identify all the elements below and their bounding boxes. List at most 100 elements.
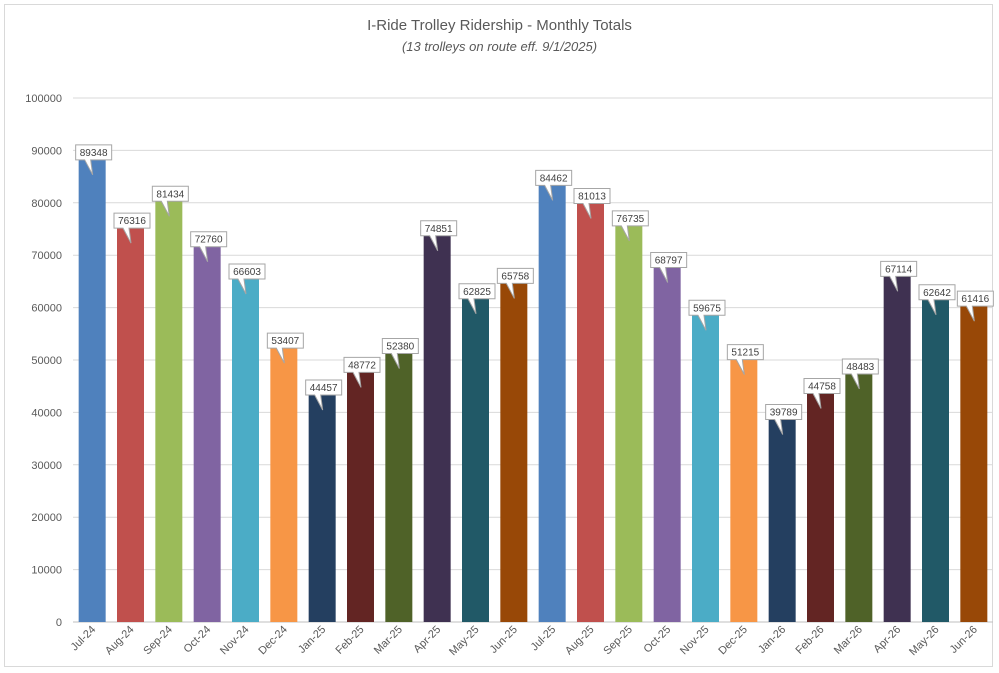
y-tick-label: 40000: [31, 407, 62, 419]
x-tick-label: Nov-24: [218, 624, 252, 658]
data-label-callout: [726, 344, 764, 375]
bar: [385, 347, 413, 622]
data-label: 84462: [540, 173, 568, 184]
y-tick-label: 30000: [31, 460, 62, 472]
bar: [577, 197, 604, 622]
data-label: 61416: [961, 294, 989, 305]
data-label-callout: [381, 338, 419, 369]
x-tick-label: May-25: [447, 624, 481, 658]
y-axis: 0 10000 20000 30000 40000 50000 60000 70000 8000…: [25, 93, 62, 629]
data-label: 52380: [386, 342, 414, 353]
data-label: 48772: [348, 360, 376, 371]
x-tick-label: Aug-25: [563, 624, 597, 658]
x-tick-label: Jul-25: [529, 624, 559, 654]
data-label: 65758: [501, 271, 529, 282]
data-label: 76735: [616, 214, 644, 225]
bar: [347, 366, 374, 622]
data-label-callout: [956, 290, 994, 322]
x-tick-label: Feb-25: [333, 624, 366, 657]
x-tick-label: Jun-26: [948, 624, 980, 656]
bar: [232, 273, 259, 622]
y-tick-label: 100000: [25, 93, 62, 105]
y-tick-label: 50000: [31, 355, 62, 367]
x-tick-label: Jan-26: [756, 624, 788, 656]
bar: [423, 229, 451, 622]
bar: [883, 270, 911, 622]
data-label-callout: [228, 263, 266, 295]
data-label-callout: [841, 358, 879, 390]
bar: [960, 300, 988, 622]
data-label: 44758: [808, 381, 836, 392]
x-tick-label: Apr-26: [871, 624, 903, 656]
data-label-callout: [573, 187, 611, 219]
data-label-callout: [113, 212, 151, 244]
bar: [500, 277, 528, 622]
bar: [768, 413, 796, 622]
data-label-callout: [880, 260, 918, 292]
data-label-callout: [688, 299, 726, 331]
bar: [807, 387, 834, 622]
data-label-callout: [535, 169, 573, 201]
data-label: 62642: [923, 288, 951, 299]
data-label: 81013: [578, 191, 606, 202]
bar: [193, 240, 221, 622]
x-tick-label: Jul-24: [69, 624, 99, 654]
data-label: 62825: [463, 287, 491, 298]
x-tick-label: Dec-24: [256, 624, 290, 658]
bar: [538, 179, 566, 622]
x-tick-label: Jan-25: [296, 624, 328, 656]
data-label: 68797: [655, 256, 683, 267]
bar: [615, 219, 643, 622]
data-label-callout: [765, 404, 803, 435]
x-tick-label: Sep-24: [141, 624, 175, 658]
x-tick-label: Feb-26: [793, 624, 826, 657]
data-label: 59675: [693, 303, 721, 314]
bar: [845, 367, 873, 622]
y-tick-label: 90000: [31, 145, 62, 157]
x-tick-label: Dec-25: [716, 624, 750, 658]
data-label: 66603: [233, 267, 261, 278]
data-labels: 89348 76316 81434 72760 66603 53407 44457 48772…: [75, 144, 994, 435]
y-tick-label: 10000: [31, 565, 62, 577]
bar: [308, 389, 336, 622]
data-label-callout: [75, 144, 113, 176]
x-tick-label: Oct-24: [181, 624, 213, 656]
x-tick-label: Apr-25: [411, 624, 443, 656]
bar: [922, 293, 949, 622]
data-label: 67114: [885, 264, 913, 275]
x-axis: Jul-24 Aug-24 Sep-24 Oct-24 Nov-24 Dec-24 Jan-…: [69, 624, 980, 658]
bar: [653, 261, 681, 622]
x-tick-label: Mar-25: [372, 624, 405, 657]
gridlines: [73, 97, 993, 623]
data-label: 81434: [156, 189, 184, 200]
data-label-callout: [190, 231, 228, 262]
x-tick-label: May-26: [907, 624, 941, 658]
y-tick-label: 0: [56, 617, 62, 629]
x-tick-label: Mar-26: [832, 624, 865, 657]
y-tick-label: 20000: [31, 512, 62, 524]
data-label-callout: [803, 377, 841, 409]
bar: [462, 292, 489, 622]
x-tick-label: Nov-25: [678, 624, 712, 658]
y-tick-label: 60000: [31, 303, 62, 315]
data-label: 51215: [731, 348, 759, 359]
y-tick-label: 70000: [31, 250, 62, 262]
data-label-callout: [151, 185, 189, 217]
data-label-callout: [650, 252, 688, 283]
bar: [155, 195, 183, 623]
data-label: 74851: [425, 224, 453, 235]
data-label: 76316: [118, 216, 146, 227]
x-tick-label: Aug-24: [103, 624, 137, 658]
data-label: 39789: [770, 408, 798, 419]
chart-title: I-Ride Trolley Ridership - Monthly Total…: [367, 17, 632, 34]
bar: [730, 353, 758, 622]
data-label: 53407: [271, 336, 299, 347]
x-tick-label: Oct-25: [641, 624, 673, 656]
bar: [78, 153, 106, 623]
data-label-callout: [420, 220, 458, 252]
data-label-callout: [458, 283, 496, 315]
data-label-callout: [343, 356, 381, 388]
y-tick-label: 80000: [31, 198, 62, 210]
bar: [692, 309, 719, 622]
